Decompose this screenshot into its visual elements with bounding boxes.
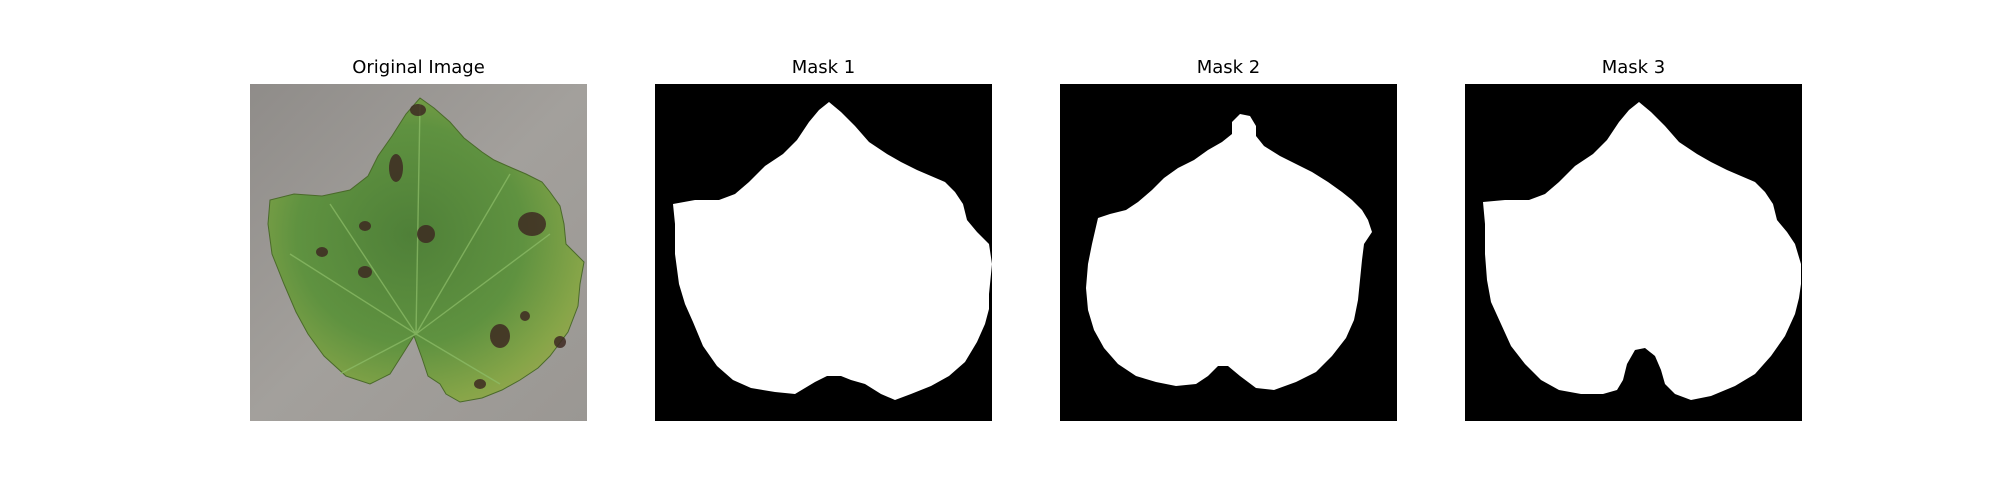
- mask-3-image: [1465, 84, 1802, 421]
- panel-mask-2: Mask 2: [1060, 0, 1397, 500]
- panel-mask-3: Mask 3: [1465, 0, 1802, 500]
- original-leaf-image: [250, 84, 587, 421]
- panel-title: Mask 2: [1196, 57, 1261, 78]
- panel-mask-1: Mask 1: [655, 0, 992, 500]
- panel-title: Original Image: [352, 57, 485, 78]
- mask-2-image: [1060, 84, 1397, 421]
- panel-title: Mask 3: [1601, 57, 1666, 78]
- panel-title: Mask 1: [791, 57, 856, 78]
- mask-1-image: [655, 84, 992, 421]
- panel-original-image: Original Image: [250, 0, 587, 500]
